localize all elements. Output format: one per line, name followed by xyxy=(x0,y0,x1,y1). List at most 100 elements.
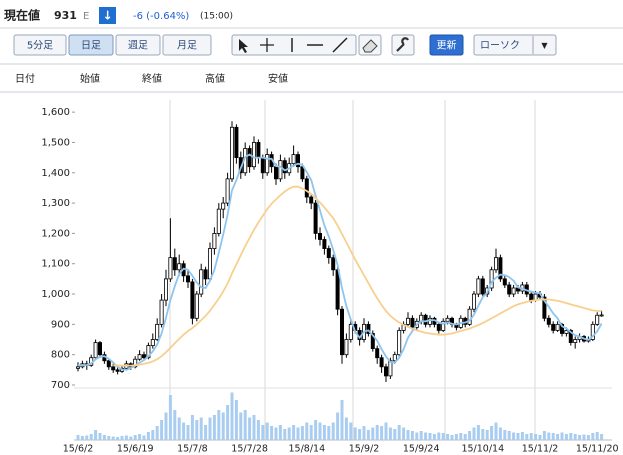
moving-average xyxy=(78,153,603,371)
candle-body xyxy=(106,360,111,368)
cursor-tool[interactable] xyxy=(239,39,248,53)
candle-body xyxy=(392,354,397,362)
volume-bar xyxy=(476,425,480,440)
candle-body xyxy=(247,148,252,168)
volume-bar xyxy=(498,427,502,440)
volume-bar xyxy=(419,431,423,440)
volume-bar xyxy=(102,435,106,440)
period-button[interactable] xyxy=(162,34,212,56)
volume-bar xyxy=(437,432,441,440)
candle-body xyxy=(185,275,190,283)
volume-bar xyxy=(300,426,304,440)
volume-bar xyxy=(239,412,243,440)
column-header: 日付 xyxy=(15,72,35,85)
y-tick-label: 1,200 xyxy=(41,228,70,239)
wrench-icon xyxy=(396,37,409,52)
style-select[interactable] xyxy=(473,34,557,56)
volume-bar xyxy=(111,436,115,440)
volume-bar xyxy=(327,426,331,440)
candle-body xyxy=(599,314,604,317)
volume-bar xyxy=(296,427,300,440)
eraser-icon xyxy=(362,39,378,53)
candle-body xyxy=(98,342,103,356)
volume-bar xyxy=(446,434,450,440)
volume-bar xyxy=(89,434,93,440)
refresh-button[interactable] xyxy=(429,34,464,56)
volume-bar xyxy=(146,432,150,440)
period-label: 日足 xyxy=(81,40,101,52)
candle-body xyxy=(542,296,547,319)
candle-body xyxy=(141,354,146,359)
volume-bar xyxy=(186,425,190,440)
volume-bar xyxy=(375,425,379,440)
moving-average xyxy=(113,185,602,367)
period-button[interactable] xyxy=(13,34,67,56)
candle-body xyxy=(493,257,498,271)
candle-body xyxy=(423,314,428,325)
volume-bar xyxy=(388,427,392,440)
y-tick-label: 1,500 xyxy=(41,137,70,148)
volume-bar xyxy=(432,434,436,440)
candle-body xyxy=(199,269,204,295)
volume-bar xyxy=(358,429,362,440)
y-tick-label: 1,400 xyxy=(41,168,70,179)
candle-body xyxy=(295,154,300,168)
volume-bar xyxy=(331,422,335,440)
candle-body xyxy=(203,269,208,280)
column-header: 始値 xyxy=(80,72,100,85)
volume-bar xyxy=(384,422,388,440)
volume-bar xyxy=(393,429,397,440)
y-tick-label: 1,300 xyxy=(41,198,70,209)
volume-bar xyxy=(551,433,555,440)
volume-bar xyxy=(600,434,604,440)
volume-bar xyxy=(265,422,269,440)
volume-bar xyxy=(129,436,133,440)
volume-bar xyxy=(177,417,181,440)
volume-bar xyxy=(322,425,326,440)
cross-tool[interactable] xyxy=(260,38,274,52)
volume-bar xyxy=(173,410,177,440)
volume-bar xyxy=(481,429,485,440)
candle-body xyxy=(76,366,81,369)
y-tick-label: 1,600 xyxy=(41,107,70,118)
volume-bar xyxy=(520,432,524,440)
volume-bar xyxy=(424,432,428,440)
candle-body xyxy=(172,257,177,271)
candle-body xyxy=(335,269,340,310)
volume-bar xyxy=(305,422,309,440)
volume-bar xyxy=(586,435,590,440)
price-label: 現在値 xyxy=(4,8,40,23)
volume-bar xyxy=(525,434,529,440)
change: -6 (-0.64%) xyxy=(133,11,189,22)
candle-body xyxy=(256,142,261,159)
candle-body xyxy=(366,323,371,334)
volume-bar xyxy=(336,412,340,440)
volume-bar xyxy=(582,434,586,440)
volume-bar xyxy=(292,425,296,440)
volume-bar xyxy=(494,422,498,440)
candle-body xyxy=(331,257,336,271)
candle-body xyxy=(348,323,353,340)
period-button[interactable] xyxy=(115,34,161,56)
volume-bar xyxy=(569,433,573,440)
candle-body xyxy=(595,314,600,325)
volume-bar xyxy=(221,412,225,440)
volume-bar xyxy=(353,427,357,440)
candle-body xyxy=(234,126,239,159)
volume-bar xyxy=(155,426,159,440)
candle-body xyxy=(498,257,503,280)
volume-bar xyxy=(164,412,168,440)
volume-bar xyxy=(256,420,260,440)
candle-body xyxy=(405,317,410,325)
period-button[interactable] xyxy=(68,34,114,56)
candle-body xyxy=(555,323,560,331)
volume-bar xyxy=(76,435,80,440)
candle-body xyxy=(155,323,160,340)
candle-body xyxy=(410,317,415,328)
candle-body xyxy=(507,284,512,295)
trend-tool[interactable] xyxy=(332,37,348,53)
volume-bar xyxy=(371,427,375,440)
candle-body xyxy=(265,154,270,174)
volume-bar xyxy=(151,430,155,440)
